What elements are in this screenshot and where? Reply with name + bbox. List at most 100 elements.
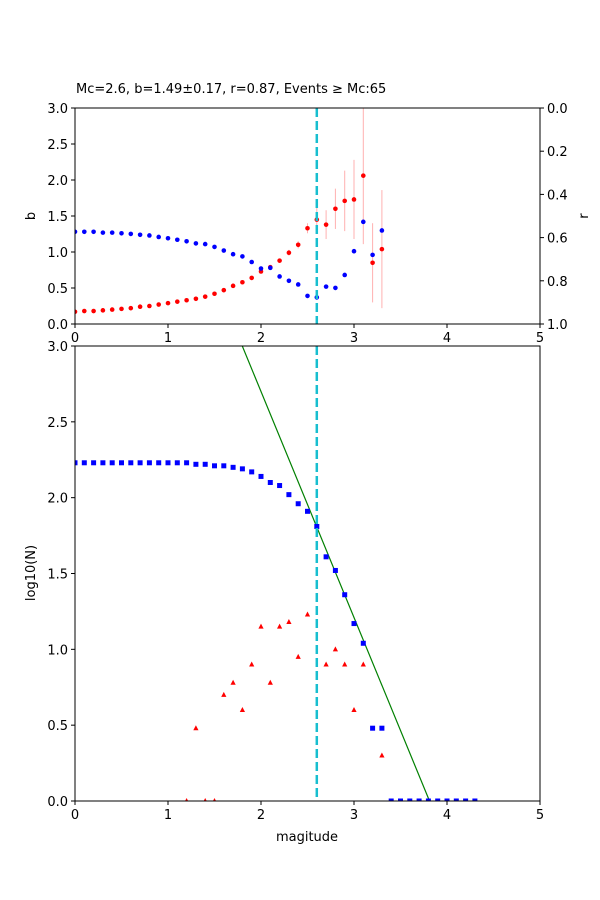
r-value-point (137, 232, 143, 238)
top-title: Mc=2.6, b=1.49±0.17, r=0.87, Events ≥ Mc… (76, 82, 386, 97)
b-value-point (109, 307, 115, 312)
b-value-point (361, 173, 366, 178)
r-value-point (75, 229, 78, 235)
x-tick-label: 2 (257, 331, 265, 346)
non-cumulative-point (277, 623, 283, 629)
cumulative-point (81, 460, 87, 466)
r-value-point (230, 251, 236, 257)
b-value-point (184, 297, 189, 303)
y-right-tick-label: 0.4 (547, 188, 568, 203)
cumulative-point (379, 725, 385, 731)
cumulative-point (193, 461, 199, 467)
x-tick-label: 1 (164, 331, 172, 346)
cumulative-point (453, 798, 459, 801)
non-cumulative-point (230, 679, 236, 685)
r-value-point (109, 230, 115, 235)
b-value-point (370, 260, 375, 266)
r-value-point (258, 266, 264, 271)
top-y-ticks-right: 0.0 0.2 0.4 0.6 0.8 1.0 (540, 102, 568, 333)
cumulative-point (100, 460, 106, 466)
non-cumulative-point (203, 798, 207, 801)
cumulative-point (91, 460, 97, 466)
b-value-point (128, 305, 134, 311)
b-value-point (351, 197, 357, 202)
r-value-point (193, 241, 199, 246)
cumulative-point (342, 592, 348, 598)
cumulative-point (305, 508, 310, 514)
cumulative-point (277, 483, 283, 489)
r-value-point (240, 254, 245, 259)
non-cumulative-point (379, 752, 385, 758)
x-tick-label: 3 (350, 331, 358, 346)
cumulative-point (472, 798, 478, 801)
top-axes-frame (74, 107, 541, 325)
cumulative-point (267, 480, 273, 485)
y-right-tick-label: 0.0 (547, 102, 568, 117)
non-cumulative-point (360, 661, 366, 667)
cumulative-point (425, 798, 431, 801)
r-value-point (212, 244, 217, 250)
cumulative-point (230, 464, 236, 470)
y-tick-label: 1.0 (47, 643, 68, 658)
b-value-point (175, 299, 180, 304)
bottom-panel: 0 1 2 3 4 5 0.0 0.5 1.0 1.5 2.0 2.5 3.0 magitude lo… (24, 340, 544, 845)
b-value-point (333, 206, 338, 212)
cumulative-point (174, 460, 180, 466)
non-cumulative-point (295, 653, 301, 659)
x-tick-label: 0 (71, 331, 79, 346)
non-cumulative-point (239, 707, 245, 712)
cumulative-point (146, 460, 152, 466)
cumulative-point (332, 567, 338, 573)
r-value-point (286, 278, 292, 284)
cumulative-point (351, 621, 357, 627)
r-value-point (147, 233, 152, 238)
y-right-tick-label: 0.6 (547, 232, 568, 247)
cumulative-point (137, 460, 143, 466)
y-right-tick-label: 0.8 (547, 275, 568, 290)
r-value-point (165, 235, 171, 241)
r-value-point (268, 265, 273, 271)
x-tick-label: 1 (164, 808, 172, 823)
non-cumulative-point (332, 646, 338, 652)
cumulative-point (388, 798, 394, 801)
b-value-point (295, 242, 301, 248)
top-ylabel-right: r (577, 213, 592, 219)
y-tick-label: 3.0 (47, 340, 68, 355)
cumulative-point (165, 460, 171, 466)
cumulative-point (360, 640, 366, 646)
b-value-point (221, 287, 227, 293)
cumulative-point (128, 460, 134, 466)
non-cumulative-point (185, 798, 189, 801)
cumulative-point (212, 463, 217, 469)
cumulative-point (221, 463, 227, 469)
x-tick-label: 5 (536, 808, 544, 823)
cumulative-point (239, 466, 245, 472)
cumulative-point (416, 798, 422, 801)
r-value-point (91, 229, 96, 235)
x-tick-label: 2 (257, 808, 265, 823)
y-tick-label: 2.0 (47, 492, 68, 507)
b-value-point (379, 246, 385, 252)
non-cumulative-point (304, 611, 311, 617)
b-value-point (240, 279, 245, 285)
cumulative-point (314, 523, 320, 529)
b-value-point (156, 302, 161, 307)
top-x-ticks: 0 1 2 3 4 5 (71, 324, 544, 346)
gr-fit-line (241, 346, 431, 801)
non-cumulative-point (249, 661, 255, 667)
x-tick-label: 4 (443, 808, 451, 823)
non-cumulative-point (212, 798, 217, 801)
cumulative-point (444, 798, 450, 801)
cumulative-point (407, 798, 413, 801)
cumulative-point (119, 460, 124, 466)
b-value-point (277, 258, 282, 263)
bottom-xlabel: magitude (276, 830, 338, 845)
cumulative-point (75, 460, 78, 466)
non-cumulative-point (342, 661, 348, 667)
r-value-point (305, 293, 310, 299)
r-value-point (128, 231, 134, 237)
bottom-ylabel: log10(N) (24, 545, 39, 601)
cumulative-point (398, 798, 403, 801)
r-value-point (202, 241, 208, 247)
